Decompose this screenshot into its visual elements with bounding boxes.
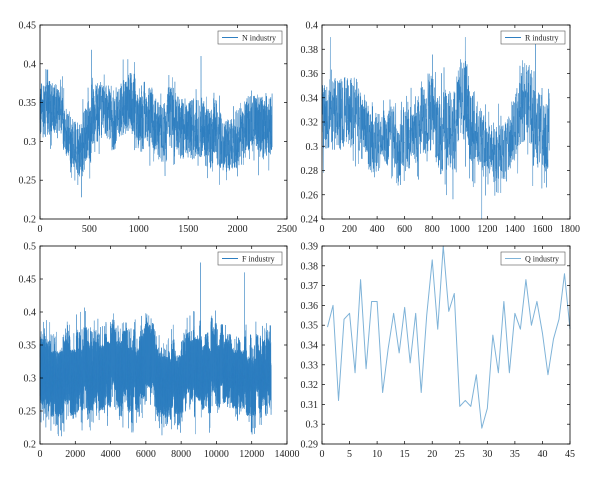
x-tick-label: 20 bbox=[427, 449, 437, 460]
y-tick-label: 0.33 bbox=[301, 360, 319, 371]
x-tick-label: 800 bbox=[425, 224, 440, 235]
chart-f-industry: 0 2000 4000 6000 8000 10000 12000 14000 0.2 0.25 0… bbox=[19, 242, 300, 461]
series-line bbox=[39, 262, 272, 437]
y-tick-label: 0.35 bbox=[19, 341, 37, 352]
series-line bbox=[39, 49, 273, 198]
x-tick-label: 30 bbox=[482, 449, 492, 460]
y-tick-label: 0.28 bbox=[301, 166, 319, 177]
x-tick-label: 45 bbox=[565, 449, 575, 460]
legend: Q industry bbox=[500, 251, 566, 266]
x-tick-label: 2000 bbox=[228, 224, 248, 235]
legend-box bbox=[217, 251, 283, 266]
y-tick-label: 0.36 bbox=[301, 301, 319, 312]
y-tick-label: 0.34 bbox=[301, 93, 319, 104]
legend: N industry bbox=[217, 30, 283, 45]
x-tick-label: 1800 bbox=[560, 224, 580, 235]
x-tick-label: 0 bbox=[320, 449, 325, 460]
y-tick-label: 0.45 bbox=[19, 275, 37, 286]
x-tick-label: 200 bbox=[342, 224, 357, 235]
x-tick-label: 1000 bbox=[129, 224, 149, 235]
x-tick-label: 1500 bbox=[178, 224, 198, 235]
x-tick-label: 1600 bbox=[532, 224, 552, 235]
legend-label: R industry bbox=[525, 34, 559, 43]
x-tick-label: 5 bbox=[347, 449, 352, 460]
x-tick-label: 2000 bbox=[65, 449, 85, 460]
y-tick-label: 0.4 bbox=[306, 21, 319, 32]
y-tick-label: 0.2 bbox=[24, 440, 37, 451]
x-tick-label: 1400 bbox=[505, 224, 525, 235]
y-tick-label: 0.29 bbox=[301, 440, 319, 451]
x-tick-label: 25 bbox=[455, 449, 465, 460]
x-tick-label: 600 bbox=[397, 224, 412, 235]
x-tick-label: 12000 bbox=[239, 449, 264, 460]
x-tick-label: 15 bbox=[400, 449, 410, 460]
x-tick-label: 0 bbox=[38, 449, 43, 460]
y-tick-label: 0.26 bbox=[301, 190, 319, 201]
y-tick-label: 0.45 bbox=[19, 21, 37, 32]
y-tick-label: 0.4 bbox=[24, 308, 37, 319]
series-line bbox=[321, 36, 550, 220]
y-tick-label: 0.5 bbox=[24, 242, 37, 253]
x-tick-label: 500 bbox=[82, 224, 97, 235]
x-tick-label: 35 bbox=[510, 449, 520, 460]
x-tick-label: 1000 bbox=[450, 224, 470, 235]
y-tick-label: 0.39 bbox=[301, 242, 319, 253]
y-tick-label: 0.35 bbox=[301, 321, 319, 332]
legend-label: N industry bbox=[242, 34, 276, 43]
chart-q-industry: 0 5 10 15 20 25 30 35 40 45 0.29 0.3 0.31 0.32 0.33 0.3… bbox=[301, 242, 576, 461]
y-tick-label: 0.3 bbox=[306, 420, 319, 431]
chart-n-industry: 0 500 1000 1500 2000 2500 0.2 0.25 0.3 0.35 0.4 0.4… bbox=[19, 21, 298, 236]
x-tick-label: 10 bbox=[372, 449, 382, 460]
legend-box bbox=[500, 30, 566, 45]
legend: F industry bbox=[217, 251, 283, 266]
x-tick-label: 0 bbox=[320, 224, 325, 235]
y-tick-label: 0.32 bbox=[301, 118, 319, 129]
x-tick-label: 10000 bbox=[204, 449, 229, 460]
y-tick-label: 0.3 bbox=[306, 142, 319, 153]
x-tick-label: 6000 bbox=[136, 449, 156, 460]
y-tick-label: 0.25 bbox=[19, 407, 37, 418]
x-tick-label: 400 bbox=[370, 224, 385, 235]
x-tick-label: 14000 bbox=[275, 449, 300, 460]
y-tick-label: 0.4 bbox=[24, 59, 37, 70]
y-tick-label: 0.34 bbox=[301, 341, 319, 352]
y-tick-label: 0.38 bbox=[301, 45, 319, 56]
x-tick-label: 8000 bbox=[171, 449, 191, 460]
series-line bbox=[327, 245, 571, 429]
y-tick-label: 0.25 bbox=[19, 176, 37, 187]
x-tick-label: 40 bbox=[537, 449, 547, 460]
legend-label: Q industry bbox=[525, 255, 559, 264]
legend-label: F industry bbox=[242, 255, 275, 264]
x-tick-label: 1200 bbox=[477, 224, 497, 235]
chart-r-industry: 0 200 400 600 800 1000 1200 1400 1600 1800 0.24 0.2… bbox=[301, 21, 581, 236]
legend: R industry bbox=[500, 30, 566, 45]
x-tick-label: 4000 bbox=[101, 449, 121, 460]
plot-frame bbox=[39, 24, 288, 220]
x-tick-label: 2500 bbox=[277, 224, 297, 235]
y-tick-label: 0.24 bbox=[301, 215, 319, 226]
y-tick-label: 0.3 bbox=[24, 137, 37, 148]
y-tick-label: 0.2 bbox=[24, 215, 37, 226]
y-tick-label: 0.36 bbox=[301, 69, 319, 80]
y-tick-label: 0.31 bbox=[301, 400, 319, 411]
legend-box bbox=[500, 251, 566, 266]
legend-box bbox=[217, 30, 283, 45]
y-tick-label: 0.32 bbox=[301, 380, 319, 391]
x-tick-label: 0 bbox=[38, 224, 43, 235]
y-tick-label: 0.37 bbox=[301, 281, 319, 292]
y-tick-label: 0.38 bbox=[301, 261, 319, 272]
y-tick-label: 0.35 bbox=[19, 98, 37, 109]
y-tick-label: 0.3 bbox=[24, 374, 37, 385]
